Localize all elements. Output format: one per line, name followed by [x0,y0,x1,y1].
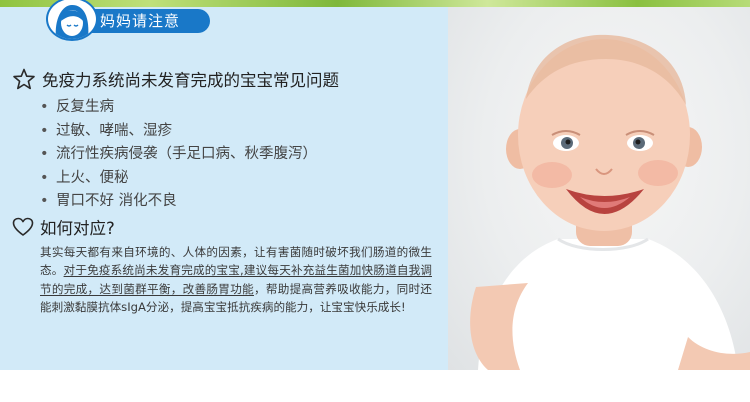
heart-icon [12,217,34,236]
header-tag: 妈妈请注意 [46,0,210,41]
smiling-baby-photo [448,7,750,370]
problems-heading: 免疫力系统尚未发育完成的宝宝常见问题 [12,67,339,91]
info-panel: 妈妈请注意 免疫力系统尚未发育完成的宝宝常见问题 • 反复生病 • 过敏、哮喘、湿疹… [0,0,448,370]
list-item: • 流行性疾病侵袭（手足口病、秋季腹泻） [40,146,317,162]
howto-heading: 如何对应? [12,215,115,239]
problems-list: • 反复生病 • 过敏、哮喘、湿疹 • 流行性疾病侵袭（手足口病、秋季腹泻） • 上火、… [40,96,317,214]
list-item: • 过敏、哮喘、湿疹 [40,122,172,139]
problems-title: 免疫力系统尚未发育完成的宝宝常见问题 [42,71,339,90]
list-item: • 反复生病 [40,99,114,115]
howto-text-highlight: 对于免疫系统尚未发育完成的宝宝,建议每天补充益生菌加快肠道自我调节的完成，达到菌… [40,263,432,296]
star-icon [13,68,35,90]
howto-text-intro: 其实每天都有来自环境的、人体的因素，让有害菌随时破坏我们肠道的微生态。 [40,245,432,278]
howto-paragraph: 其实每天都有来自环境的、人体的因素，让有害菌随时破坏我们肠道的微生态。对于免疫系… [40,243,432,316]
bottom-band [0,370,750,402]
mother-avatar-icon [46,0,98,41]
list-item: • 上火、便秘 [40,169,129,186]
howto-text-outro: ，帮助提高营养吸收能力，同时还能刺激黏膜抗体sIgA分泌，提高宝宝抵抗疾病的能力… [40,281,432,314]
howto-title: 如何对应? [40,219,115,238]
list-item: • 胃口不好 消化不良 [40,193,177,209]
top-decorative-strip [0,0,750,7]
header-title: 妈妈请注意 [86,9,210,33]
